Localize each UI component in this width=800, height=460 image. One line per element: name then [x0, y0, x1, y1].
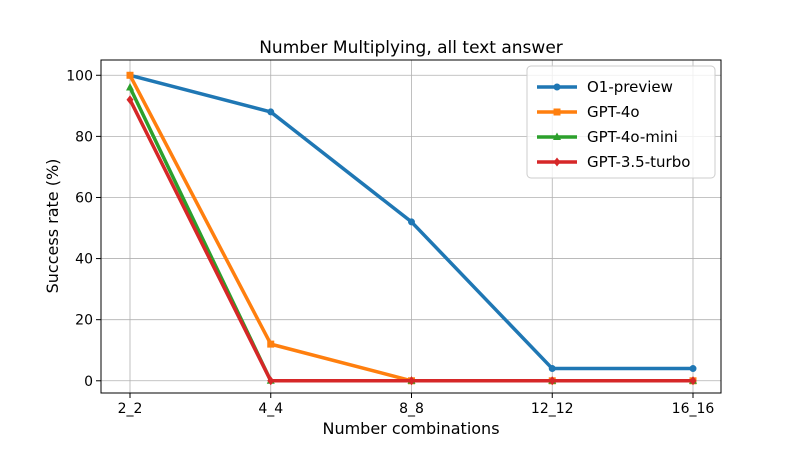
- data-point: [267, 108, 275, 116]
- legend-label: O1-preview: [587, 78, 673, 96]
- legend-marker: [553, 83, 561, 91]
- y-tick-label: 60: [75, 190, 93, 206]
- ticks: 2_2 4_4 8_8 12_12 16_16 0 20 40 60 80 100: [66, 68, 714, 417]
- legend-marker: [553, 157, 561, 167]
- data-point: [548, 365, 556, 373]
- series-gpt-3-5-turbo: [126, 95, 697, 386]
- data-point: [689, 376, 697, 386]
- legend-frame: [526, 65, 716, 179]
- x-tick-label: 12_12: [531, 401, 574, 417]
- x-tick-label: 2_2: [118, 401, 143, 417]
- legend-marker: [553, 108, 561, 116]
- data-point: [126, 95, 134, 105]
- data-point: [408, 376, 415, 386]
- legend-label: GPT-4o-mini: [587, 128, 678, 146]
- x-tick-label: 4_4: [258, 401, 283, 417]
- legend-marker: [553, 132, 561, 140]
- legend-entry-gpt-3-5-turbo: GPT-3.5-turbo: [537, 153, 690, 171]
- chart-title: Number Multiplying, all text answer: [259, 38, 563, 58]
- x-axis-label: Number combinations: [322, 419, 499, 438]
- legend-label: GPT-3.5-turbo: [587, 153, 690, 171]
- y-axis-label: Success rate (%): [43, 159, 62, 294]
- data-point: [408, 218, 415, 226]
- series-layer: [126, 71, 697, 386]
- legend-entry-o1-preview: O1-preview: [537, 78, 673, 96]
- y-tick-label: 20: [75, 313, 93, 329]
- y-tick-label: 0: [84, 374, 93, 390]
- data-point: [126, 71, 134, 79]
- legend-label: GPT-4o: [587, 103, 640, 121]
- data-point: [267, 376, 275, 386]
- y-tick-label: 80: [75, 129, 93, 145]
- legend-entry-gpt-4o-mini: GPT-4o-mini: [537, 128, 678, 146]
- legend-entry-gpt-4o: GPT-4o: [537, 103, 640, 121]
- data-point: [548, 376, 556, 386]
- data-point: [689, 365, 697, 373]
- x-tick-label: 16_16: [672, 401, 715, 417]
- data-point: [126, 82, 134, 91]
- y-tick-label: 40: [75, 252, 93, 268]
- legend: O1-preview GPT-4o GPT-4o-mini GPT-3.5-turbo: [526, 65, 716, 179]
- y-tick-label: 100: [66, 68, 93, 84]
- x-tick-label: 8_8: [399, 401, 424, 417]
- data-point: [267, 340, 275, 348]
